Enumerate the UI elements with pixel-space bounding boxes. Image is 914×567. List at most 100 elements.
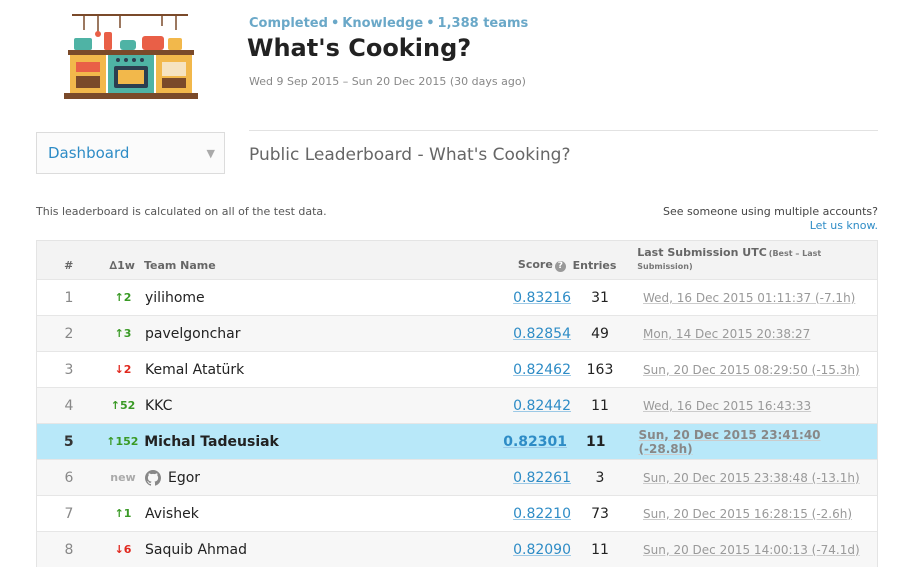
score-link[interactable]: 0.82854 xyxy=(513,325,571,342)
rank-cell: 6 xyxy=(64,469,74,486)
header-delta: ∆1w xyxy=(109,259,135,272)
dashboard-label: Dashboard xyxy=(48,144,130,162)
header-last-submission-label: Last Submission UTC xyxy=(637,246,767,259)
team-name[interactable]: Saquib Ahmad xyxy=(145,541,248,558)
score-cell: 0.82854 xyxy=(483,326,571,342)
team-name[interactable]: yilihome xyxy=(145,289,205,306)
entries-cell: 31 xyxy=(591,289,609,306)
entries-cell: 11 xyxy=(591,541,609,558)
header-score: Score? xyxy=(479,258,566,272)
team-name[interactable]: Avishek xyxy=(145,505,199,522)
team-name[interactable]: pavelgonchar xyxy=(145,325,241,342)
competition-meta: Completed • Knowledge • 1,388 teams xyxy=(249,16,529,31)
leaderboard-title: Public Leaderboard - What's Cooking? xyxy=(249,145,571,165)
team-cell: Saquib Ahmad xyxy=(145,542,483,558)
table-row: 5 ↑152 Michal Tadeusiak 0.82301 11 Sun, 20 De… xyxy=(37,423,877,459)
table-row: 7 ↑1 Avishek 0.82210 73 Sun, 20 Dec 2015 16:2… xyxy=(37,495,877,531)
score-link[interactable]: 0.82301 xyxy=(503,433,567,450)
page-title: What's Cooking? xyxy=(247,34,472,62)
rank-cell: 3 xyxy=(64,361,74,378)
delta-cell: ↑2 xyxy=(114,291,132,304)
table-row: 1 ↑2 yilihome 0.83216 31 Wed, 16 Dec 2015 01:… xyxy=(37,279,877,315)
rank-cell: 8 xyxy=(64,541,74,558)
entries-cell: 11 xyxy=(586,433,606,450)
table-row: 2 ↑3 pavelgonchar 0.82854 49 Mon, 14 Dec 2015… xyxy=(37,315,877,351)
team-name[interactable]: Kemal Atatürk xyxy=(145,361,245,378)
divider xyxy=(249,130,878,131)
team-name[interactable]: Egor xyxy=(168,469,201,486)
score-cell: 0.82301 xyxy=(480,434,567,450)
leaderboard-table: # ∆1w Team Name Score? Entries Last Subm… xyxy=(36,240,878,567)
github-icon[interactable] xyxy=(145,469,161,486)
rank-cell: 5 xyxy=(63,433,74,450)
team-cell: pavelgonchar xyxy=(145,326,483,342)
team-cell: Michal Tadeusiak xyxy=(144,434,479,450)
header-score-label: Score xyxy=(517,258,553,271)
score-cell: 0.82090 xyxy=(483,542,571,558)
score-link[interactable]: 0.82210 xyxy=(513,505,571,522)
team-cell: Kemal Atatürk xyxy=(145,362,483,378)
header-entries: Entries xyxy=(572,259,617,272)
entries-cell: 11 xyxy=(591,397,609,414)
multiple-accounts-question: See someone using multiple accounts? xyxy=(663,205,878,218)
delta-cell: ↓2 xyxy=(114,363,132,376)
last-submission-cell[interactable]: Wed, 16 Dec 2015 16:43:33 xyxy=(643,398,812,413)
score-cell: 0.82442 xyxy=(483,398,571,414)
score-link[interactable]: 0.82090 xyxy=(513,541,571,558)
rank-cell: 4 xyxy=(64,397,74,414)
entries-cell: 3 xyxy=(595,469,605,486)
delta-cell: ↑152 xyxy=(106,435,139,448)
multiple-accounts-notice: See someone using multiple accounts? Let… xyxy=(663,205,878,233)
rank-cell: 2 xyxy=(64,325,74,342)
score-link[interactable]: 0.82442 xyxy=(513,397,571,414)
score-link[interactable]: 0.82462 xyxy=(513,361,571,378)
help-icon[interactable]: ? xyxy=(554,261,566,272)
entries-cell: 73 xyxy=(591,505,609,522)
delta-cell: ↓6 xyxy=(114,543,132,556)
score-link[interactable]: 0.82261 xyxy=(513,469,571,486)
table-header: # ∆1w Team Name Score? Entries Last Subm… xyxy=(37,241,877,279)
entries-cell: 49 xyxy=(591,325,609,342)
last-submission-cell[interactable]: Sun, 20 Dec 2015 23:38:48 (-13.1h) xyxy=(643,470,860,485)
header-last-submission-note: (Best – Last Submission) xyxy=(637,249,822,271)
team-name[interactable]: Michal Tadeusiak xyxy=(144,433,279,450)
last-submission-cell[interactable]: Sun, 20 Dec 2015 14:00:13 (-74.1d) xyxy=(643,542,860,557)
entries-cell: 163 xyxy=(586,361,614,378)
rank-cell: 1 xyxy=(64,289,74,306)
report-link[interactable]: Let us know. xyxy=(809,219,878,232)
competition-logo xyxy=(64,14,198,99)
team-cell: Egor xyxy=(145,469,483,486)
teams-count: 1,388 teams xyxy=(437,16,529,31)
table-row: 3 ↓2 Kemal Atatürk 0.82462 163 Sun, 20 Dec 20… xyxy=(37,351,877,387)
last-submission-cell[interactable]: Sun, 20 Dec 2015 16:28:15 (-2.6h) xyxy=(643,506,853,521)
last-submission-cell[interactable]: Wed, 16 Dec 2015 01:11:37 (-7.1h) xyxy=(643,290,856,305)
team-cell: KKC xyxy=(145,398,483,414)
table-row: 6 new Egor 0.82261 3 Sun, 20 Dec 2015 23:38:4… xyxy=(37,459,877,495)
dashboard-dropdown[interactable]: Dashboard ▼ xyxy=(36,132,225,174)
delta-cell: ↑1 xyxy=(114,507,132,520)
table-body: 1 ↑2 yilihome 0.83216 31 Wed, 16 Dec 2015 01:… xyxy=(37,279,877,567)
team-name[interactable]: KKC xyxy=(145,397,173,414)
header-last-submission: Last Submission UTC (Best – Last Submissi… xyxy=(623,246,877,272)
team-cell: Avishek xyxy=(145,506,483,522)
last-submission-cell[interactable]: Sun, 20 Dec 2015 08:29:50 (-15.3h) xyxy=(643,362,860,377)
competition-dates: Wed 9 Sep 2015 – Sun 20 Dec 2015 (30 day… xyxy=(249,75,526,88)
table-row: 4 ↑52 KKC 0.82442 11 Wed, 16 Dec 2015 16:43:3… xyxy=(37,387,877,423)
delta-cell: ↑3 xyxy=(114,327,132,340)
table-row: 8 ↓6 Saquib Ahmad 0.82090 11 Sun, 20 Dec 2015… xyxy=(37,531,877,567)
header-team-name: Team Name xyxy=(143,259,216,272)
score-cell: 0.82462 xyxy=(483,362,571,378)
category-label[interactable]: Knowledge xyxy=(342,16,424,31)
rank-cell: 7 xyxy=(64,505,74,522)
last-submission-cell[interactable]: Mon, 14 Dec 2015 20:38:27 xyxy=(643,326,811,341)
team-cell: yilihome xyxy=(145,290,483,306)
last-submission-cell[interactable]: Sun, 20 Dec 2015 23:41:40 (-28.8h) xyxy=(638,427,821,456)
delta-cell: ↑52 xyxy=(110,399,136,412)
header-rank: # xyxy=(64,259,74,272)
score-cell: 0.83216 xyxy=(483,290,571,306)
leaderboard-note: This leaderboard is calculated on all of… xyxy=(36,205,327,218)
score-cell: 0.82210 xyxy=(483,506,571,522)
status-label: Completed xyxy=(249,16,328,31)
delta-cell: new xyxy=(110,471,136,484)
score-link[interactable]: 0.83216 xyxy=(513,289,571,306)
